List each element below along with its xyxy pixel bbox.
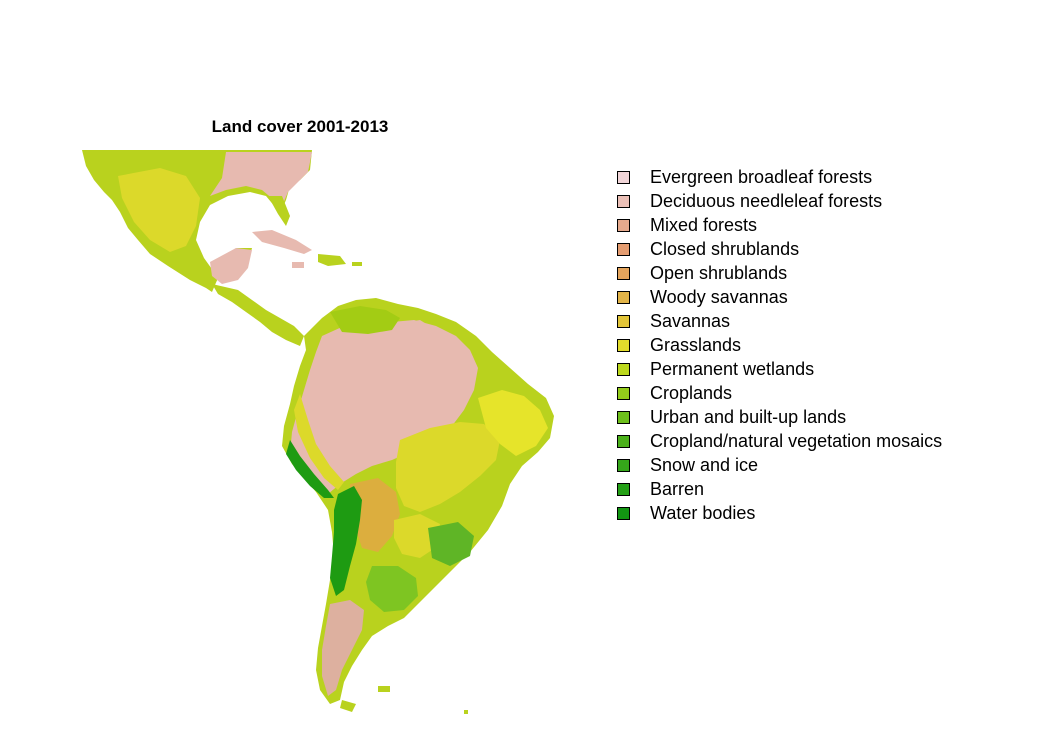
legend-label: Barren	[650, 477, 704, 501]
legend-swatch	[617, 411, 630, 424]
legend-label: Cropland/natural vegetation mosaics	[650, 429, 942, 453]
legend-item: Woody savannas	[617, 285, 942, 309]
legend-label: Open shrublands	[650, 261, 787, 285]
legend-item: Cropland/natural vegetation mosaics	[617, 429, 942, 453]
legend-item: Snow and ice	[617, 453, 942, 477]
legend-item: Savannas	[617, 309, 942, 333]
legend-swatch	[617, 339, 630, 352]
legend-item: Mixed forests	[617, 213, 942, 237]
florida-region	[268, 196, 290, 226]
jamaica-region	[292, 262, 304, 268]
legend-item: Croplands	[617, 381, 942, 405]
legend-label: Croplands	[650, 381, 732, 405]
legend-swatch	[617, 363, 630, 376]
legend-swatch	[617, 291, 630, 304]
legend-swatch	[617, 243, 630, 256]
legend-label: Mixed forests	[650, 213, 757, 237]
legend-swatch	[617, 171, 630, 184]
south-island-region	[464, 710, 468, 714]
cuba-region	[252, 230, 312, 254]
legend-swatch	[617, 195, 630, 208]
legend-swatch	[617, 387, 630, 400]
legend-label: Savannas	[650, 309, 730, 333]
legend-label: Woody savannas	[650, 285, 788, 309]
legend-item: Open shrublands	[617, 261, 942, 285]
mexico-south-region	[210, 248, 252, 284]
legend-item: Permanent wetlands	[617, 357, 942, 381]
legend-label: Grasslands	[650, 333, 741, 357]
legend-swatch	[617, 459, 630, 472]
legend: Evergreen broadleaf forests Deciduous nee…	[617, 165, 942, 525]
legend-item: Grasslands	[617, 333, 942, 357]
legend-item: Urban and built-up lands	[617, 405, 942, 429]
legend-swatch	[617, 267, 630, 280]
legend-label: Urban and built-up lands	[650, 405, 846, 429]
legend-swatch	[617, 483, 630, 496]
mexico-plateau-region	[118, 168, 200, 252]
legend-item: Evergreen broadleaf forests	[617, 165, 942, 189]
southeast-us-region	[210, 152, 312, 206]
legend-swatch	[617, 219, 630, 232]
legend-swatch	[617, 435, 630, 448]
legend-label: Permanent wetlands	[650, 357, 814, 381]
legend-swatch	[617, 507, 630, 520]
legend-label: Water bodies	[650, 501, 755, 525]
tierra-del-fuego-region	[340, 700, 356, 712]
hispaniola-region	[318, 254, 346, 266]
central-america-region	[212, 284, 304, 346]
legend-label: Evergreen broadleaf forests	[650, 165, 872, 189]
legend-item: Barren	[617, 477, 942, 501]
legend-item: Deciduous needleleaf forests	[617, 189, 942, 213]
legend-item: Water bodies	[617, 501, 942, 525]
legend-label: Deciduous needleleaf forests	[650, 189, 882, 213]
legend-item: Closed shrublands	[617, 237, 942, 261]
falklands-region	[378, 686, 390, 692]
legend-label: Closed shrublands	[650, 237, 799, 261]
puerto-rico-region	[352, 262, 362, 266]
legend-label: Snow and ice	[650, 453, 758, 477]
legend-swatch	[617, 315, 630, 328]
